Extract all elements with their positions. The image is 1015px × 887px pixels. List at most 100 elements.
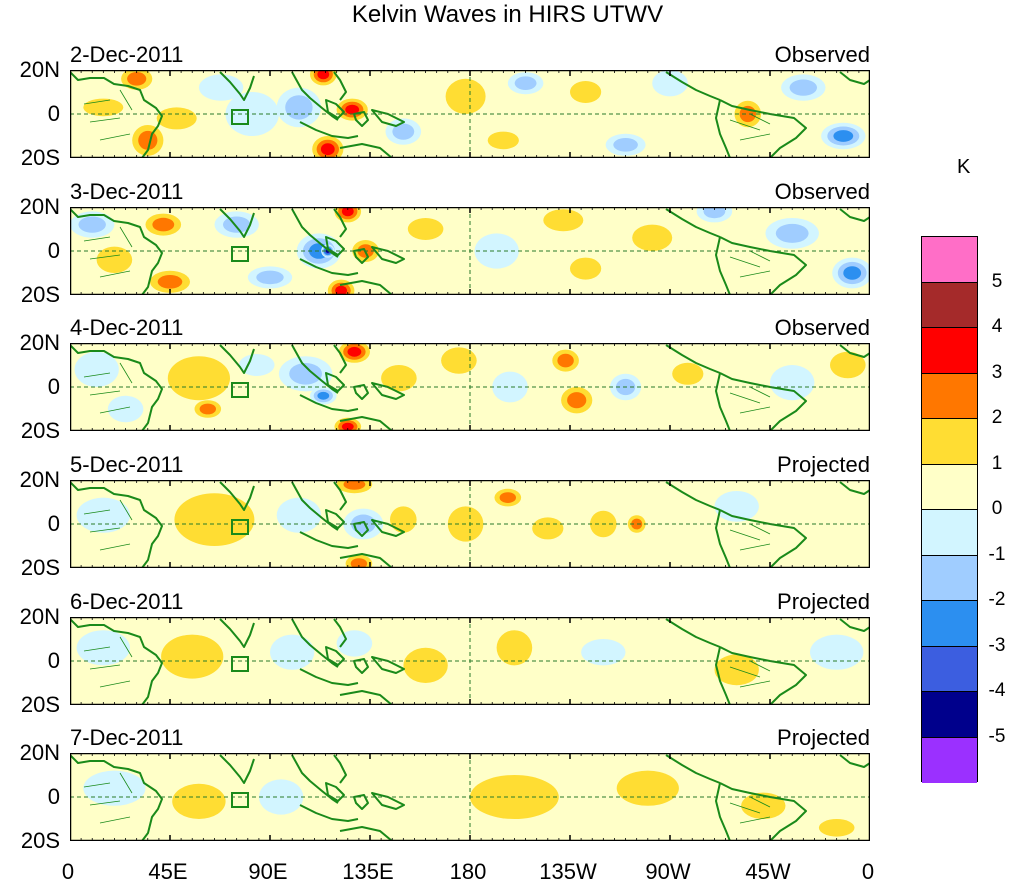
lat-tick-label: 20N	[19, 740, 60, 765]
anomaly-contour	[407, 218, 444, 240]
anomaly-contour	[152, 217, 175, 232]
coastline	[353, 521, 369, 537]
anomaly-map-panel	[70, 70, 870, 158]
anomaly-contour	[83, 98, 124, 117]
lon-tick-label: 135E	[342, 859, 394, 884]
anomaly-contour	[833, 130, 854, 142]
anomaly-contour	[403, 647, 448, 683]
anomaly-contour	[256, 270, 284, 285]
country-border	[83, 636, 133, 688]
figure-title: Kelvin Waves in HIRS UTWV	[351, 1, 664, 28]
colorbar-level-label: 3	[991, 361, 1003, 383]
anomaly-contour	[474, 233, 519, 269]
coastline	[339, 553, 393, 568]
anomaly-map-panel	[70, 753, 870, 841]
lon-tick-label: 0	[861, 859, 875, 884]
coastline	[719, 509, 807, 568]
anomaly-contour	[167, 356, 230, 401]
coastline	[339, 143, 393, 158]
coastline	[719, 99, 807, 158]
lon-tick-label: 135W	[539, 859, 597, 884]
coastline	[299, 258, 359, 276]
anomaly-contour	[390, 506, 417, 533]
coastline	[665, 754, 721, 784]
colorbar-swatch	[922, 692, 977, 738]
colorbar-level-label: 4	[991, 316, 1003, 337]
coastline	[339, 280, 393, 295]
anomaly-contour	[775, 223, 809, 243]
lat-tick-label: 0	[47, 101, 60, 126]
anomaly-contour	[238, 354, 275, 376]
coastline	[353, 658, 369, 674]
lon-tick-label: 180	[449, 859, 487, 884]
lat-tick-label: 0	[47, 511, 60, 536]
coastline	[70, 754, 163, 841]
colorbar-swatch	[922, 237, 977, 283]
anomaly-contour	[652, 70, 688, 97]
anomaly-contour	[199, 403, 216, 415]
panel-status: Observed	[774, 42, 870, 67]
anomaly-contour	[514, 76, 537, 90]
coastline	[839, 618, 870, 632]
anomaly-contour	[351, 514, 376, 534]
colorbar-level-label: -4	[988, 680, 1006, 701]
region-box	[231, 656, 249, 672]
anomaly-contour	[335, 285, 347, 295]
coastline	[719, 372, 807, 431]
anomaly-contour	[392, 123, 415, 140]
anomaly-contour	[320, 143, 335, 156]
colorbar-swatch	[922, 737, 977, 783]
lat-tick-label: 20S	[20, 692, 60, 717]
country-border	[83, 772, 133, 824]
coastline	[291, 754, 339, 804]
coastline	[353, 794, 369, 810]
coastline	[299, 668, 359, 686]
country-border	[729, 386, 771, 414]
coastline	[325, 509, 345, 529]
panel-date: 2-Dec-2011	[70, 42, 184, 67]
coastline	[291, 71, 339, 121]
anomaly-contour	[714, 491, 759, 522]
anomaly-contour	[223, 216, 251, 233]
colorbar-swatch	[922, 282, 977, 328]
anomaly-contour	[317, 391, 330, 400]
coastline	[70, 618, 163, 705]
coastline	[339, 416, 393, 431]
anomaly-contour	[317, 70, 330, 80]
anomaly-contour	[285, 95, 313, 120]
anomaly-contour	[172, 783, 226, 819]
lon-tick-label: 90W	[645, 859, 691, 884]
anomaly-contour	[83, 770, 146, 806]
coastline	[70, 344, 163, 431]
anomaly-contour	[487, 131, 519, 150]
panel-status: Observed	[774, 179, 870, 204]
panel-date: 3-Dec-2011	[70, 179, 184, 204]
anomaly-contour	[532, 517, 564, 540]
panel-status: Observed	[774, 315, 870, 340]
anomaly-contour	[581, 639, 626, 666]
coastline	[333, 71, 347, 101]
lat-tick-label: 20N	[19, 57, 60, 82]
coastline	[325, 782, 345, 802]
country-border	[83, 499, 133, 551]
colorbar-swatch	[922, 646, 977, 692]
anomaly-contour	[198, 74, 244, 101]
coastline	[291, 618, 339, 668]
anomaly-contour	[341, 207, 354, 217]
coastline	[70, 71, 163, 158]
coastline	[371, 656, 405, 674]
anomaly-contour	[570, 81, 602, 103]
coastline	[219, 208, 255, 238]
anomaly-contour	[78, 216, 106, 233]
coastline	[371, 519, 405, 537]
coastline	[719, 236, 807, 295]
coastline	[719, 782, 807, 841]
coastline	[291, 344, 339, 394]
coastline	[839, 344, 870, 358]
coastline	[70, 208, 163, 295]
coastline	[715, 99, 731, 158]
anomaly-contour	[810, 634, 864, 670]
anomaly-contour	[343, 480, 366, 490]
anomaly-contour	[76, 497, 130, 533]
coastline	[371, 382, 405, 400]
